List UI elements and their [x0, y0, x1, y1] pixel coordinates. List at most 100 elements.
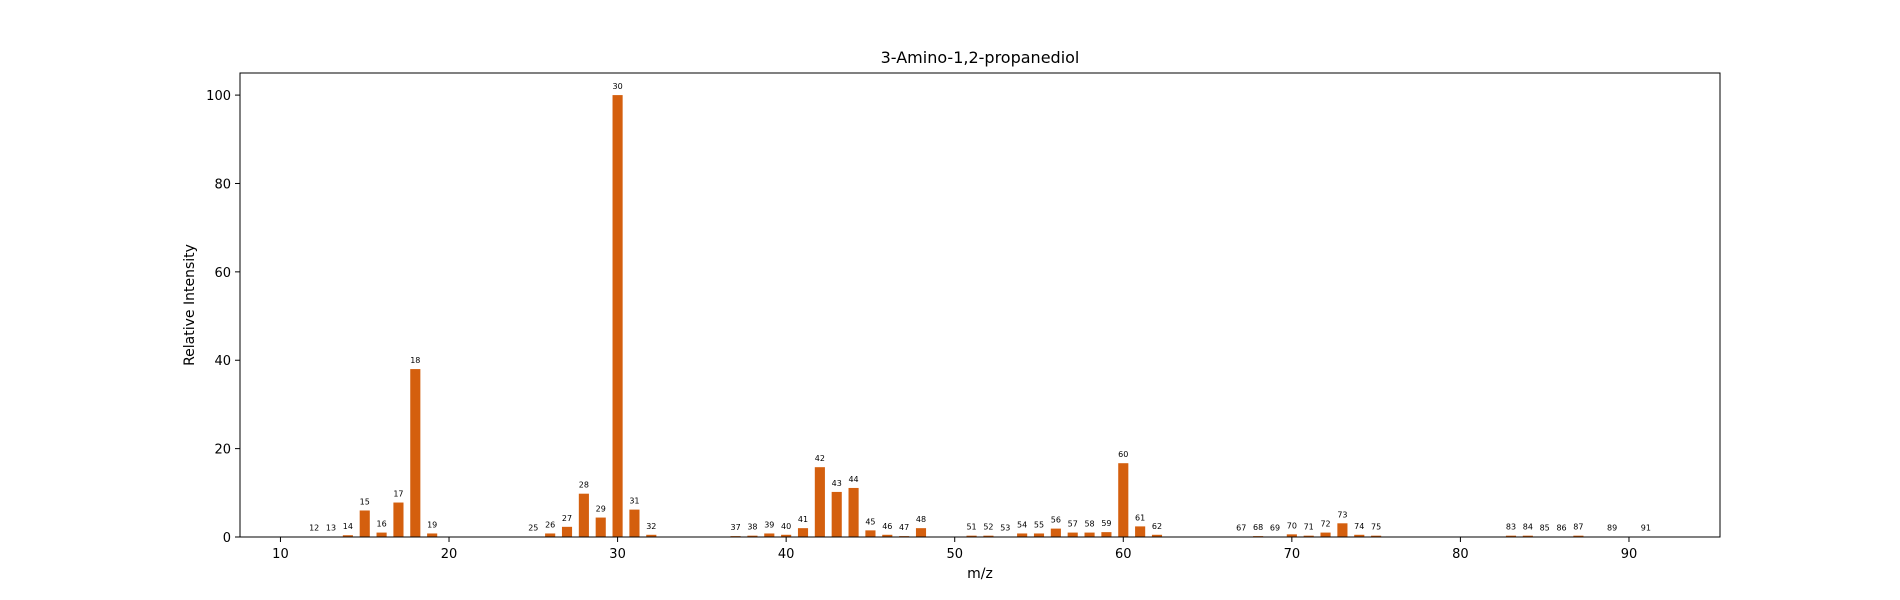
bar-mz-74 — [1354, 534, 1365, 537]
bar-mz-55 — [1033, 533, 1045, 537]
bar-label-mz-91: 91 — [1641, 524, 1651, 533]
bar-mz-28 — [578, 493, 589, 537]
bar-mz-61 — [1135, 526, 1146, 537]
bar-label-mz-25: 25 — [528, 524, 538, 533]
x-tick-label-10: 10 — [272, 547, 289, 562]
bar-label-mz-38: 38 — [747, 523, 757, 532]
bar-label-mz-70: 70 — [1287, 521, 1297, 530]
bar-label-mz-45: 45 — [865, 517, 875, 526]
bar-mz-75 — [1371, 535, 1382, 537]
bar-mz-15 — [359, 510, 370, 537]
x-axis-title: m/z — [967, 566, 993, 582]
bar-label-mz-55: 55 — [1034, 520, 1044, 529]
bar-label-mz-48: 48 — [916, 515, 926, 524]
bar-mz-17 — [393, 502, 404, 537]
bar-label-mz-73: 73 — [1337, 510, 1347, 519]
bar-label-mz-14: 14 — [343, 522, 353, 531]
bar-mz-52 — [983, 535, 994, 537]
plot-frame — [239, 72, 1721, 538]
bar-label-mz-87: 87 — [1573, 523, 1583, 532]
bar-mz-32 — [646, 534, 657, 537]
bar-label-mz-16: 16 — [377, 520, 387, 529]
bar-label-mz-41: 41 — [798, 515, 808, 524]
bar-label-mz-89: 89 — [1607, 524, 1617, 533]
bar-mz-56 — [1050, 528, 1061, 537]
bar-label-mz-31: 31 — [629, 497, 639, 506]
x-tick-label-50: 50 — [946, 547, 963, 562]
bar-label-mz-32: 32 — [646, 522, 656, 531]
bar-label-mz-53: 53 — [1000, 524, 1010, 533]
bar-label-mz-46: 46 — [882, 522, 892, 531]
bar-labels-layer: 12 13 14 15 16 17 18 19 25 26 27 28 29 30 31 32 37 38 39 40… — [309, 82, 1651, 532]
bar-mz-70 — [1286, 534, 1297, 537]
bar-mz-26 — [545, 533, 556, 537]
bar-label-mz-84: 84 — [1523, 523, 1533, 532]
bar-mz-27 — [561, 526, 573, 537]
bar-mz-84 — [1522, 535, 1533, 537]
bar-mz-44 — [848, 487, 859, 537]
y-tick-label-20: 20 — [214, 443, 231, 458]
bar-mz-45 — [865, 530, 876, 537]
bar-label-mz-85: 85 — [1540, 524, 1550, 533]
bar-mz-54 — [1017, 533, 1028, 537]
bar-label-mz-71: 71 — [1304, 523, 1314, 532]
x-tick-label-90: 90 — [1621, 547, 1638, 562]
bar-label-mz-42: 42 — [815, 454, 825, 463]
bar-label-mz-17: 17 — [393, 490, 403, 499]
bar-label-mz-58: 58 — [1084, 520, 1094, 529]
bar-mz-73 — [1337, 523, 1348, 537]
bar-label-mz-83: 83 — [1506, 523, 1516, 532]
bar-mz-59 — [1101, 532, 1112, 537]
bar-label-mz-15: 15 — [360, 497, 370, 506]
bar-label-mz-43: 43 — [832, 479, 842, 488]
bar-label-mz-47: 47 — [899, 523, 909, 532]
bar-mz-18 — [410, 369, 421, 537]
bar-mz-62 — [1151, 534, 1163, 537]
bar-label-mz-26: 26 — [545, 520, 555, 529]
bar-mz-57 — [1067, 532, 1078, 537]
bar-label-mz-74: 74 — [1354, 522, 1364, 531]
bar-label-mz-75: 75 — [1371, 523, 1381, 532]
bar-label-mz-12: 12 — [309, 524, 319, 533]
bar-mz-41 — [797, 528, 809, 537]
x-tick-label-30: 30 — [609, 547, 626, 562]
bar-label-mz-40: 40 — [781, 522, 791, 531]
x-tick-label-60: 60 — [1115, 547, 1132, 562]
bar-label-mz-62: 62 — [1152, 522, 1162, 531]
bar-label-mz-44: 44 — [848, 475, 858, 484]
bar-mz-87 — [1573, 535, 1584, 537]
x-axis: 10 20 30 40 50 60 70 80 90 — [272, 537, 1637, 562]
bar-label-mz-68: 68 — [1253, 523, 1263, 532]
y-tick-label-60: 60 — [214, 266, 231, 281]
bar-label-mz-28: 28 — [579, 481, 589, 490]
bar-mz-29 — [595, 517, 606, 537]
bar-label-mz-56: 56 — [1051, 516, 1061, 525]
bar-label-mz-54: 54 — [1017, 520, 1027, 529]
bar-label-mz-39: 39 — [764, 520, 774, 529]
bar-label-mz-52: 52 — [983, 523, 993, 532]
bar-mz-39 — [764, 533, 775, 537]
y-axis: 0 20 40 60 80 100 — [206, 89, 240, 546]
bar-label-mz-69: 69 — [1270, 524, 1280, 533]
bar-label-mz-27: 27 — [562, 514, 572, 523]
chart-title: 3-Amino-1,2-propanediol — [881, 48, 1080, 67]
bar-label-mz-86: 86 — [1556, 524, 1566, 533]
y-tick-label-100: 100 — [206, 89, 231, 104]
bar-mz-48 — [915, 528, 927, 537]
bar-mz-40 — [781, 534, 792, 537]
bar-label-mz-13: 13 — [326, 524, 336, 533]
x-tick-label-40: 40 — [778, 547, 795, 562]
bar-mz-19 — [427, 533, 438, 537]
bar-mz-46 — [882, 534, 893, 537]
bar-label-mz-30: 30 — [612, 82, 622, 91]
bar-mz-83 — [1505, 535, 1517, 537]
bar-label-mz-51: 51 — [966, 523, 976, 532]
bar-label-mz-60: 60 — [1118, 450, 1128, 459]
bar-label-mz-29: 29 — [596, 505, 606, 514]
bar-label-mz-61: 61 — [1135, 513, 1145, 522]
bar-mz-42 — [814, 467, 825, 537]
bar-mz-51 — [966, 535, 977, 537]
bar-label-mz-59: 59 — [1101, 519, 1111, 528]
x-tick-label-20: 20 — [441, 547, 458, 562]
